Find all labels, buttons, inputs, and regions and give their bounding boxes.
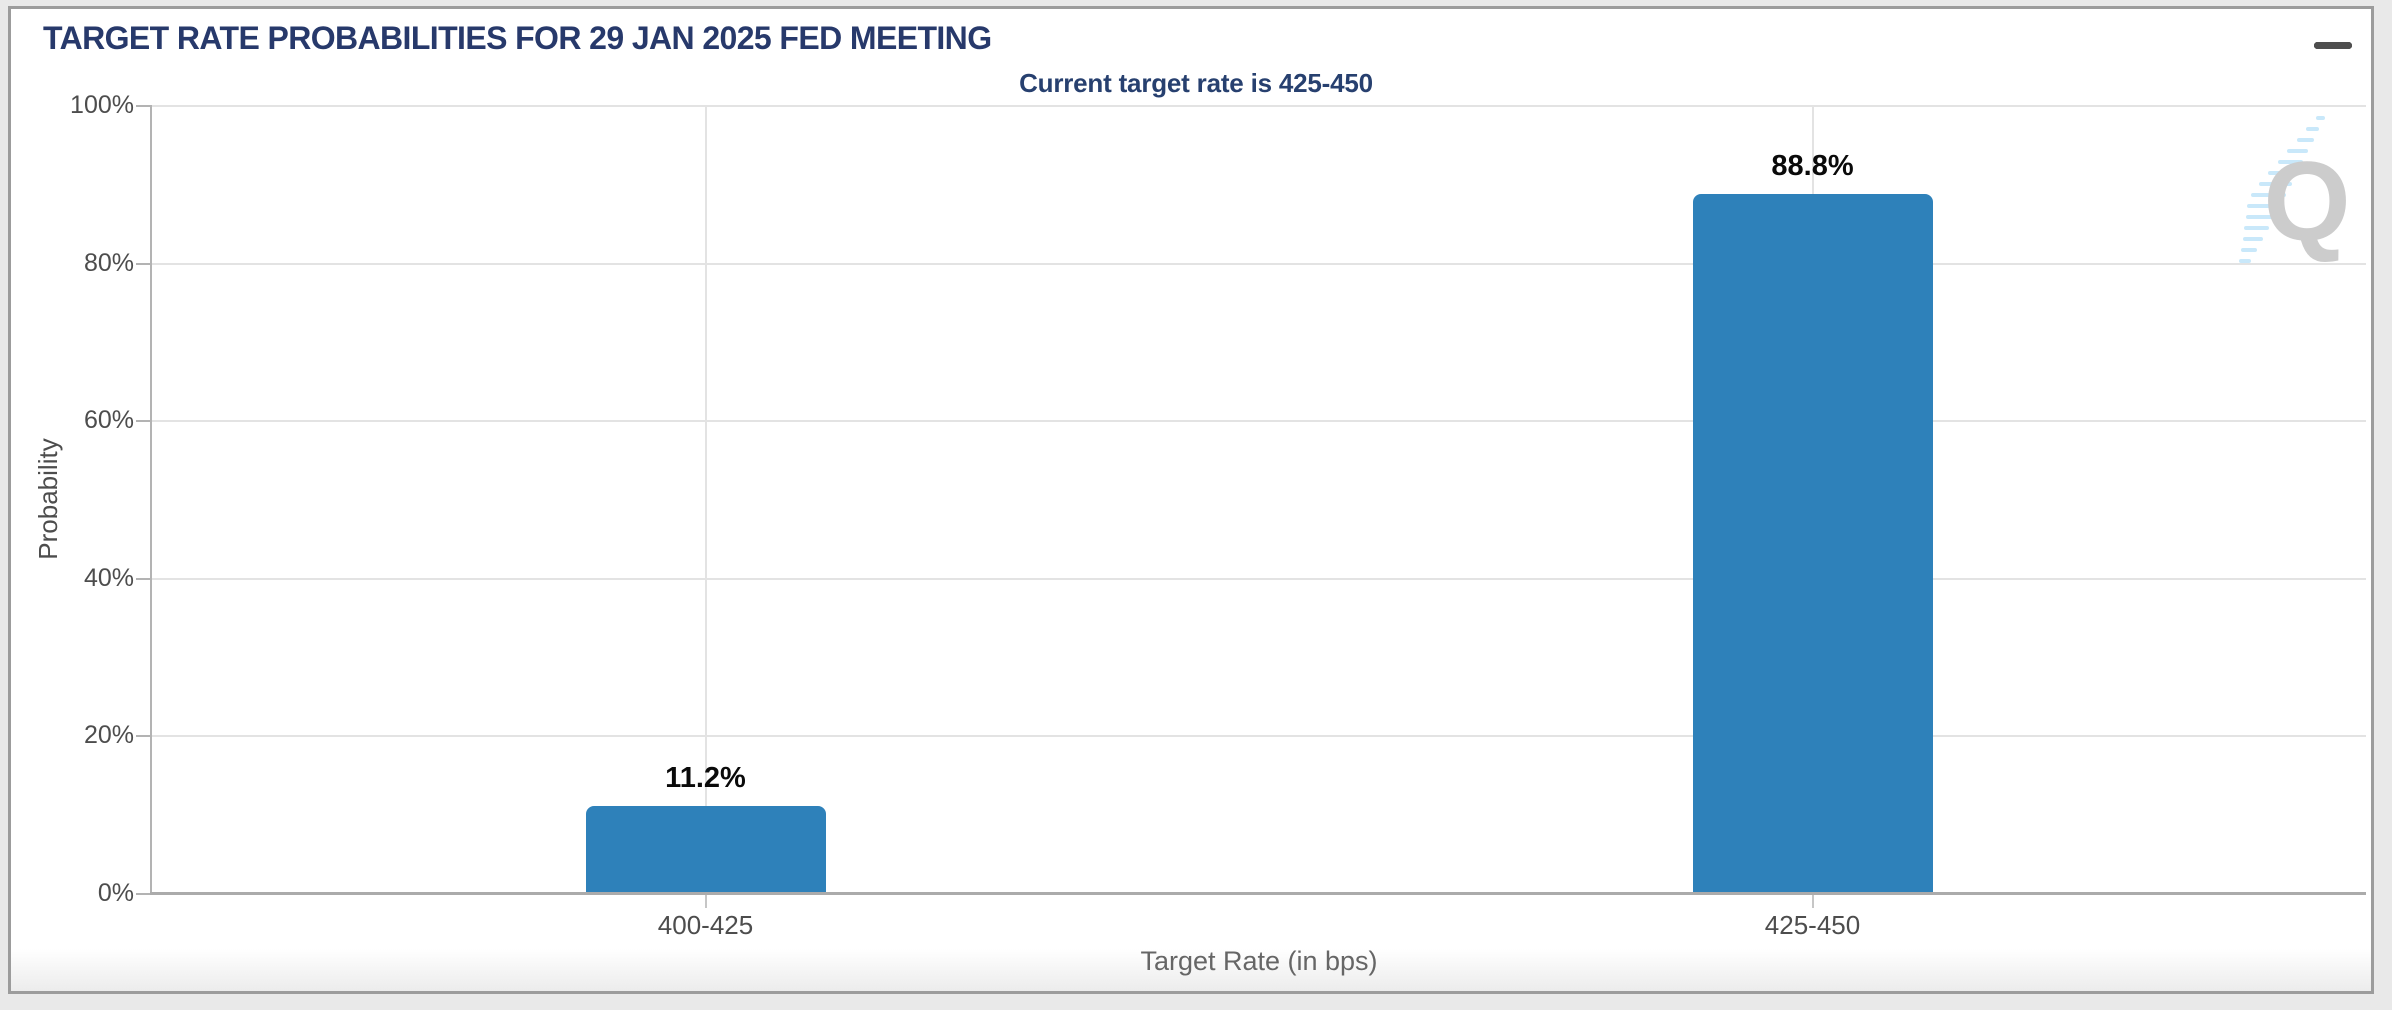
h-gridline [152, 105, 2366, 107]
y-tick-label: 60% [83, 406, 134, 435]
bar-value-label: 88.8% [1771, 150, 1854, 183]
x-axis-tick [1811, 895, 1814, 908]
y-axis-title: Probability [33, 438, 63, 560]
y-axis-tick [136, 735, 152, 738]
chart-subtitle: Current target rate is 425-450 [1019, 68, 1373, 98]
y-axis-tick [136, 262, 152, 265]
chart-card [8, 6, 2374, 994]
h-gridline [152, 735, 2366, 738]
h-gridline [152, 262, 2366, 265]
chart-menu-button[interactable] [2314, 26, 2358, 64]
y-axis-tick [136, 893, 152, 895]
y-axis-tick [136, 577, 152, 580]
y-axis-tick [136, 105, 152, 107]
x-axis-tick [704, 895, 707, 908]
y-tick-label: 40% [83, 563, 134, 592]
h-gridline [152, 420, 2366, 423]
h-gridline [152, 577, 2366, 580]
y-tick-label: 0% [97, 879, 134, 907]
x-axis-line [150, 892, 2366, 895]
x-tick-label: 400-425 [657, 910, 754, 940]
watermark-q-letter: Q [2263, 139, 2350, 264]
v-gridline [704, 106, 707, 894]
y-axis-tick [136, 420, 152, 423]
bar[interactable] [585, 805, 826, 894]
bar-value-label: 11.2% [665, 761, 746, 794]
hamburger-icon [2314, 41, 2352, 49]
chart-title: TARGET RATE PROBABILITIES FOR 29 JAN 202… [43, 20, 992, 56]
x-tick-label: 425-450 [1764, 910, 1861, 940]
y-axis-line [150, 106, 152, 894]
bar[interactable] [1692, 194, 1933, 894]
y-tick-label: 100% [70, 91, 134, 119]
quikstrike-watermark-logo: Q [2239, 116, 2350, 264]
y-tick-label: 20% [83, 721, 134, 750]
x-axis-title: Target Rate (in bps) [1140, 946, 1378, 976]
y-tick-label: 80% [83, 248, 134, 277]
watermark-swoosh [2239, 116, 2325, 263]
